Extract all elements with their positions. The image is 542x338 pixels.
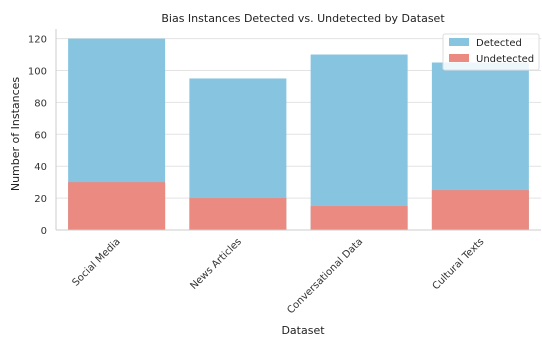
- x-tick-label: Social Media: [71, 236, 123, 288]
- x-tick-label: Conversational Data: [285, 236, 365, 316]
- y-tick-label: 40: [34, 162, 47, 173]
- chart-title: Bias Instances Detected vs. Undetected b…: [161, 12, 445, 25]
- x-axis-title: Dataset: [281, 324, 325, 337]
- x-tick-label: News Articles: [188, 236, 244, 292]
- bar-detected-3: [310, 54, 408, 231]
- bar-undetected-2: [189, 198, 287, 230]
- y-tick-label: 80: [34, 98, 47, 109]
- legend-label-undetected: Undetected: [476, 54, 534, 65]
- bar-undetected-1: [68, 182, 166, 230]
- y-tick-label: 60: [34, 130, 47, 141]
- legend: Detected Undetected: [442, 33, 540, 71]
- bar-undetected-3: [310, 206, 408, 230]
- y-tick-label: 120: [28, 35, 47, 46]
- legend-swatch-undetected: [449, 54, 469, 62]
- bar-undetected-4: [431, 190, 529, 230]
- y-tick-label: 0: [41, 226, 47, 237]
- legend-label-detected: Detected: [476, 38, 522, 49]
- y-tick-label: 100: [28, 66, 47, 77]
- bars: [68, 38, 529, 231]
- y-tick-label: 20: [34, 194, 47, 205]
- legend-swatch-detected: [449, 38, 469, 46]
- x-tick-label: Cultural Texts: [431, 236, 487, 292]
- y-axis-title: Number of Instances: [9, 77, 22, 192]
